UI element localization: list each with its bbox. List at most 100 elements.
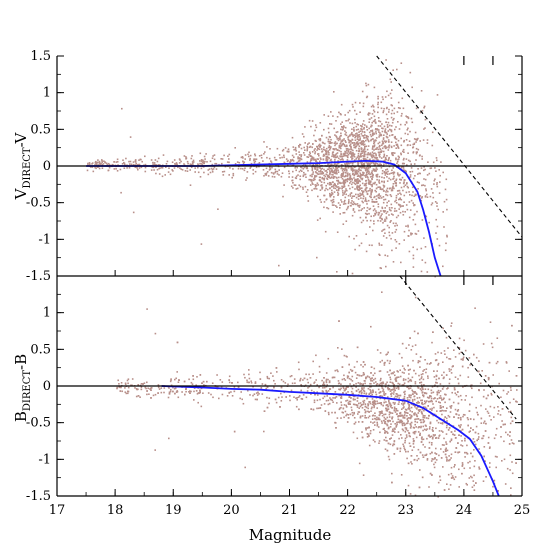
scatter-point [366,95,369,98]
scatter-point [386,423,388,426]
scatter-point [386,381,388,384]
scatter-point [392,214,394,216]
scatter-point [399,197,401,199]
scatter-point [417,173,419,175]
scatter-point [334,163,336,165]
scatter-point [395,185,397,187]
scatter-point [313,391,315,393]
scatter-point [309,145,312,148]
scatter-point [504,423,506,426]
scatter-point [374,189,376,192]
scatter-point [365,392,368,395]
scatter-point [340,123,342,125]
scatter-point [116,170,119,172]
scatter-point [443,226,445,228]
scatter-point [352,161,355,164]
scatter-point [386,118,389,120]
scatter-point [446,424,448,427]
scatter-point [442,431,444,433]
scatter-point [357,193,359,196]
scatter-point [400,144,403,147]
scatter-point [197,392,200,394]
scatter-point [357,204,359,207]
scatter-point [370,410,372,412]
scatter-point [441,409,444,412]
scatter-point [379,217,381,219]
scatter-point [373,208,376,210]
scatter-point [429,395,431,397]
scatter-point [324,170,327,172]
scatter-point [363,380,366,382]
scatter-point [506,467,509,470]
scatter-point [473,474,475,477]
scatter-point [408,404,410,406]
scatter-point [439,479,442,481]
scatter-point [482,435,485,437]
scatter-point [404,423,406,426]
scatter-point [408,432,411,435]
scatter-point [179,167,181,169]
scatter-point [380,377,382,380]
scatter-point [419,434,421,436]
scatter-point [353,237,355,240]
scatter-point [431,386,434,388]
scatter-point [351,164,354,166]
scatter-point [340,395,343,398]
scatter-point [483,446,486,448]
scatter-point [339,388,341,391]
scatter-point [302,188,304,190]
scatter-point [356,186,358,188]
scatter-point [357,182,360,184]
scatter-point [365,139,367,142]
scatter-point [350,406,353,409]
scatter-point [325,399,328,402]
scatter-point [358,206,361,208]
scatter-point [313,381,316,383]
scatter-point [358,374,361,377]
scatter-point [297,160,300,162]
scatter-point [344,410,347,413]
scatter-point [436,391,439,394]
scatter-point [488,415,491,417]
scatter-point [207,169,210,171]
scatter-point [345,406,348,408]
scatter-point [264,383,267,386]
scatter-point [335,136,338,138]
scatter-point [94,166,96,169]
scatter-point [399,178,401,181]
scatter-point [401,408,403,410]
scatter-point [392,428,394,431]
scatter-point [382,381,384,383]
scatter-point [381,123,383,125]
scatter-point [393,406,396,409]
scatter-point [366,169,368,171]
scatter-point [326,153,328,156]
scatter-point [442,327,444,330]
scatter-point [161,167,164,169]
scatter-point [101,160,103,162]
scatter-point [400,419,403,422]
scatter-point [383,393,385,395]
scatter-point [350,161,353,164]
scatter-point [348,179,351,181]
scatter-point [390,145,393,148]
scatter-point [360,175,362,177]
scatter-point [404,400,406,403]
scatter-point [384,198,387,201]
scatter-point [354,136,356,139]
scatter-point [96,166,99,168]
scatter-point [137,168,139,171]
scatter-point [391,109,394,112]
scatter-point [414,232,417,235]
scatter-point [95,163,97,165]
scatter-point [461,462,464,464]
scatter-point [348,199,350,201]
scatter-point [369,195,371,198]
scatter-point [353,144,355,147]
scatter-point [321,135,323,137]
scatter-point [335,147,337,150]
scatter-point [313,188,315,190]
scatter-point [414,296,417,299]
scatter-point [388,173,391,175]
scatter-point [415,147,418,150]
